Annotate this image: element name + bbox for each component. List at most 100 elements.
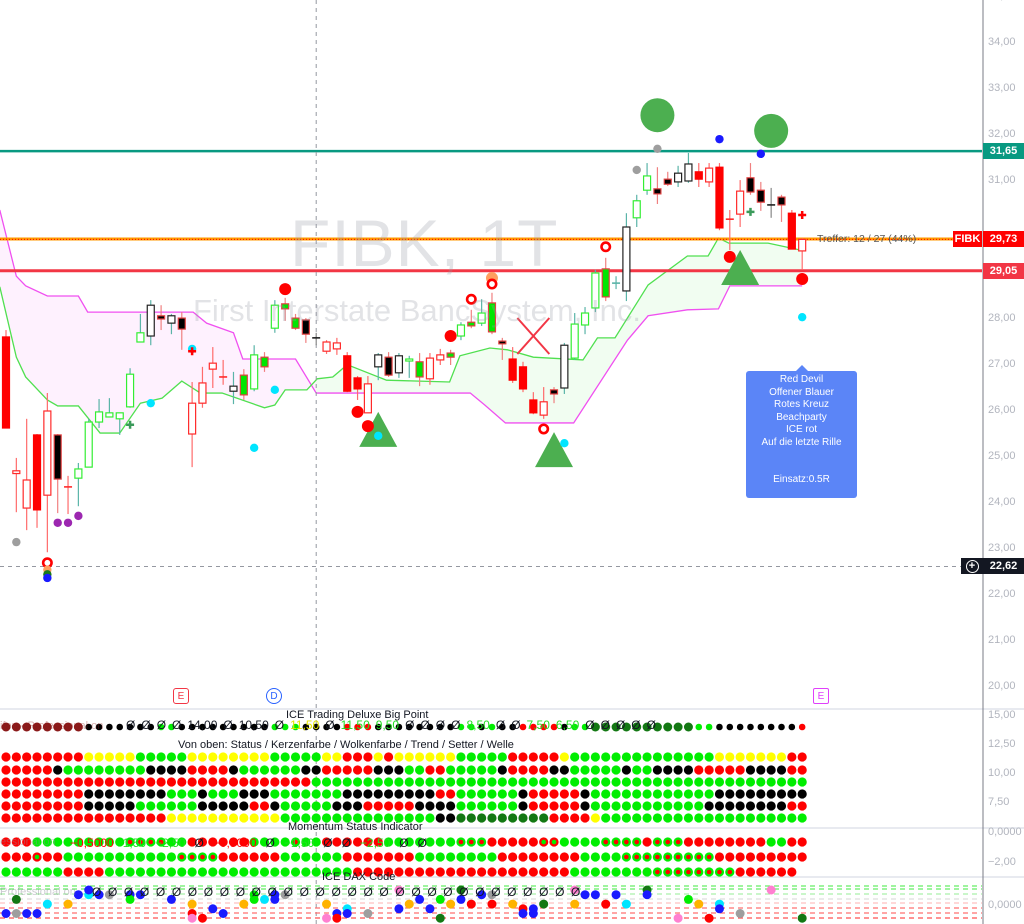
status-dot-welle [549,813,559,823]
signal-triangle-up [359,411,398,447]
candle-body [198,382,207,404]
upcoming-earnings-badge[interactable]: E [813,688,829,704]
tooltip-line: Beachparty [776,411,827,423]
momentum-dot [611,867,621,877]
momentum-dot [104,837,114,847]
status-dot-welle [135,813,146,823]
candle [415,353,424,387]
momentum-dot [446,867,456,877]
status-dot-status [115,752,125,762]
big-point-tick-label: 12,50 [988,738,1016,750]
summary-dot [457,723,465,731]
indicator-value: Ø [600,718,610,732]
status-dot-trend [549,789,559,799]
status-dot-kerzenfarbe [404,765,414,775]
status-dot-setter [84,801,94,811]
status-dot-trend [53,789,63,799]
momentum-dot-center [613,839,619,845]
status-dot-trend [456,789,466,799]
candle-body [601,268,610,298]
status-dot-trend [104,789,114,799]
momentum-dot-center [696,854,702,860]
status-dot-setter [104,801,114,811]
momentum-dot [290,867,301,877]
indicator-value: −1,50 [283,836,315,850]
momentum-dot [239,867,249,877]
momentum-dot [1,837,11,847]
momentum-dot [363,852,373,862]
candle [653,167,662,204]
momentum-dot-center [634,839,640,845]
candle-body [591,272,600,309]
momentum-dot [259,852,270,862]
candle-body [518,366,528,390]
status-dot-wolkenfarbe [549,777,559,787]
status-dot-trend [156,789,166,799]
dax-dot [342,909,352,918]
summary-dot [385,723,392,731]
indicator-value: Ø [511,718,521,732]
candle-body [177,317,186,330]
panel-left-label: essional on [0,836,56,848]
momentum-dot [518,867,528,877]
status-dot-setter [259,801,270,811]
momentum-dot [559,837,569,847]
momentum-dot-center [655,869,660,875]
status-dot-wolkenfarbe [652,777,663,787]
candle-body [84,421,93,468]
momentum-dot [280,837,290,847]
candle [374,353,383,381]
momentum-dot [73,867,83,877]
candle [456,322,466,341]
signal-dot [374,431,383,441]
status-dot-status [125,752,135,762]
status-dot-wolkenfarbe [539,777,549,787]
momentum-dot [228,837,239,847]
status-dot-trend [239,789,249,799]
candle [705,163,714,187]
cloud-bullish-fill [316,238,803,423]
momentum-dot [228,867,239,877]
status-dot-setter [611,801,621,811]
status-dot-trend [208,789,218,799]
candle [22,418,31,531]
indicator-value: Ø [141,718,151,732]
candle [549,387,559,404]
signal-ring [465,293,477,305]
momentum-dot [425,867,435,877]
status-dot-wolkenfarbe [135,777,146,787]
summary-dot [632,722,642,732]
candle [787,209,796,250]
status-dot-trend [797,789,807,799]
tooltip-stake: Einsatz:0.5R [773,473,830,485]
momentum-dot [383,837,394,847]
summary-dot [530,723,537,731]
status-dot-kerzenfarbe [570,765,580,775]
candle [84,418,93,468]
status-dot-wolkenfarbe [745,777,756,787]
momentum-dot [1,867,11,877]
dividend-badge[interactable]: D [266,688,282,704]
status-dot-wolkenfarbe [1,777,11,787]
momentum-dot [125,867,135,877]
status-dot-status [22,752,32,762]
status-dot-setter [580,801,590,811]
add-alert-plus-icon[interactable]: + [961,558,983,575]
momentum-dot [363,867,373,877]
signal-dot [715,134,724,144]
momentum-dot [301,837,311,847]
indicator-value: 1,50 [122,836,147,850]
candle [167,313,176,335]
signal-dot [560,439,569,448]
price-tick-label: 27,00 [988,358,1016,370]
dax-dot [673,913,683,923]
status-dot-setter [135,801,146,811]
earnings-badge[interactable]: E [173,688,189,704]
dax-dot [570,899,580,909]
status-dot-wolkenfarbe [84,777,94,787]
momentum-dot-center [469,839,474,845]
status-dot-welle [559,813,569,823]
status-dot-kerzenfarbe [311,765,321,775]
status-dot-setter [197,801,208,811]
